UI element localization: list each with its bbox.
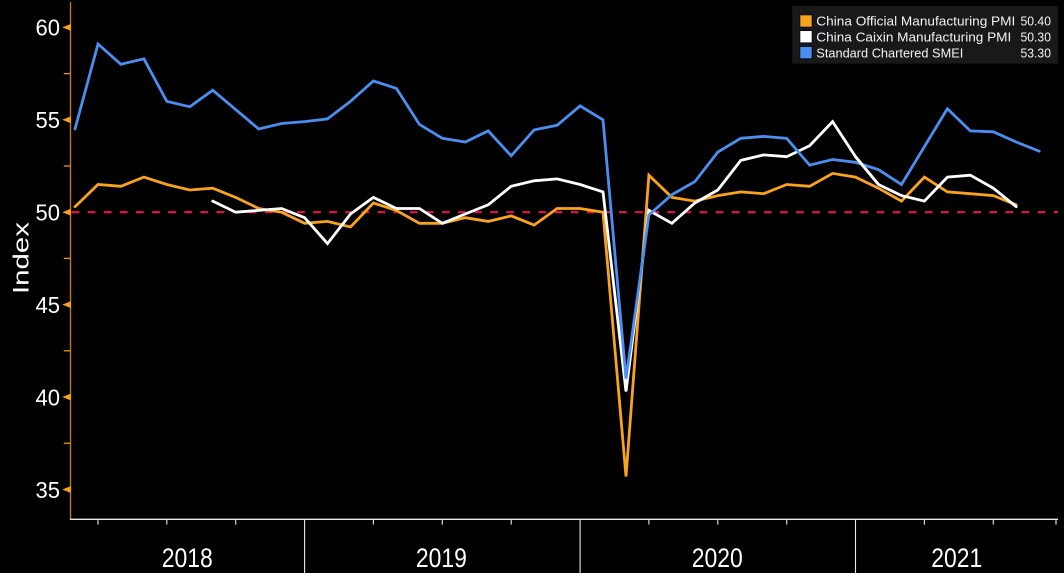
svg-text:Standard Chartered SMEI: Standard Chartered SMEI [816, 45, 963, 60]
svg-text:Index: Index [9, 222, 34, 294]
svg-text:China Official Manufacturing P: China Official Manufacturing PMI [816, 14, 1015, 29]
svg-text:2021: 2021 [931, 543, 982, 573]
svg-text:45: 45 [36, 292, 61, 318]
svg-text:55: 55 [36, 107, 61, 133]
svg-text:60: 60 [36, 15, 61, 41]
svg-text:35: 35 [36, 477, 61, 503]
svg-text:China Caixin Manufacturing PMI: China Caixin Manufacturing PMI [816, 30, 1011, 45]
svg-text:2018: 2018 [162, 543, 213, 573]
svg-text:53.30: 53.30 [1021, 45, 1052, 60]
svg-text:50: 50 [36, 200, 61, 226]
svg-text:50.30: 50.30 [1021, 30, 1052, 45]
svg-text:50.40: 50.40 [1021, 14, 1052, 29]
svg-text:2020: 2020 [692, 543, 743, 573]
svg-text:40: 40 [36, 384, 61, 410]
svg-text:2019: 2019 [416, 543, 467, 573]
